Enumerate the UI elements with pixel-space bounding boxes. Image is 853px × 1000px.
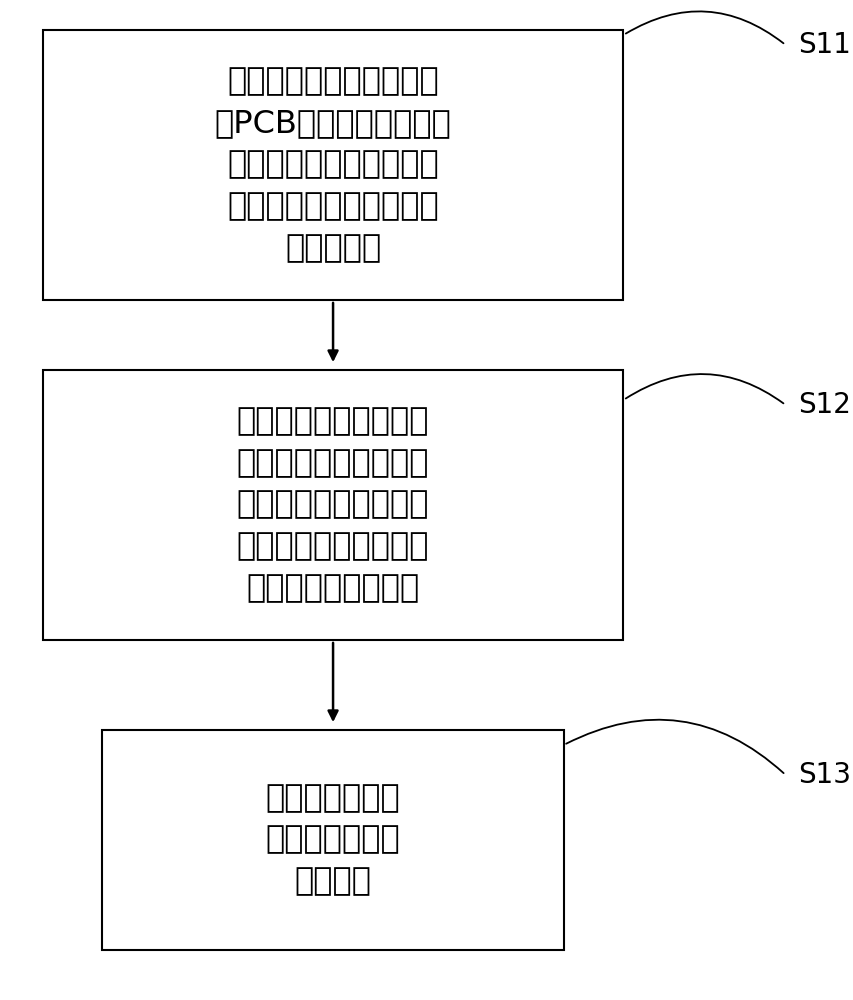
Text: 分析和量化所述
指标，建立所述
数据模型: 分析和量化所述 指标，建立所述 数据模型 xyxy=(265,783,400,897)
Text: S12: S12 xyxy=(798,391,850,419)
Text: S11: S11 xyxy=(798,31,850,59)
FancyBboxPatch shape xyxy=(102,730,563,950)
Text: 获取各项可能的有效信
息指标的参数，基于数
据显著性、稳定性和符
合公司生产实际的三个
原则筛选出关键变量: 获取各项可能的有效信 息指标的参数，基于数 据显著性、稳定性和符 合公司生产实际… xyxy=(236,406,429,604)
Text: S13: S13 xyxy=(798,761,850,789)
FancyBboxPatch shape xyxy=(43,370,623,640)
Text: 查阅文献法，调查访问了
解PCB板生产中的工艺流
程、技术特点和重点报废
项目信息，设计预测报废
量计量模型: 查阅文献法，调查访问了 解PCB板生产中的工艺流 程、技术特点和重点报废 项目信… xyxy=(214,66,451,264)
FancyBboxPatch shape xyxy=(43,30,623,300)
